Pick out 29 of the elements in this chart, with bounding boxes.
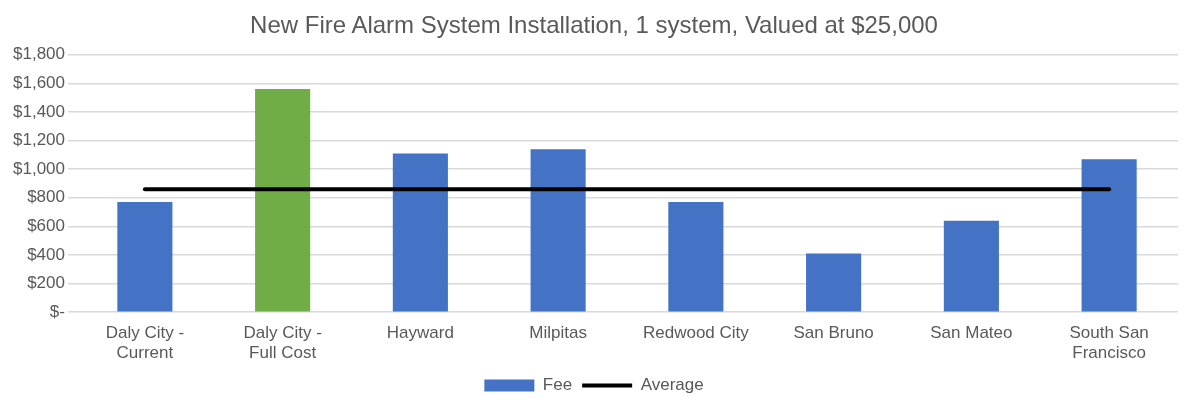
y-tick-label: $1,600	[13, 73, 65, 93]
bar	[943, 220, 999, 312]
legend-label: Fee	[542, 375, 573, 395]
y-tick-label: $400	[27, 244, 65, 264]
bar	[668, 202, 724, 312]
y-tick-label: $1,200	[13, 130, 65, 150]
y-tick-label: $1,000	[13, 158, 65, 178]
legend-label: Average	[640, 375, 704, 395]
x-tick-label: South San Francisco	[1069, 323, 1149, 363]
x-tick-label: Hayward	[386, 323, 454, 343]
y-tick-label: $600	[27, 216, 65, 236]
x-tick-label: San Bruno	[793, 323, 874, 343]
x-tick-label: San Mateo	[930, 323, 1013, 343]
y-tick-label: $1,400	[13, 101, 65, 121]
x-tick-label: Redwood City	[642, 323, 750, 343]
y-tick-label: $800	[27, 187, 65, 207]
y-tick-label: $-	[49, 301, 65, 321]
bar	[1081, 159, 1137, 312]
bar	[806, 253, 862, 312]
y-tick-label: $200	[27, 273, 65, 293]
x-tick-label: Daly City - Full Cost	[243, 323, 322, 363]
bar	[392, 153, 448, 312]
bar	[117, 202, 173, 312]
chart-title: New Fire Alarm System Installation, 1 system, Valued at $25,000	[250, 11, 938, 39]
y-tick-label: $1,800	[13, 44, 65, 64]
bar	[255, 89, 311, 312]
x-tick-label: Daly City - Current	[105, 323, 185, 363]
bar	[530, 149, 586, 312]
x-tick-label: Milpitas	[529, 323, 587, 343]
